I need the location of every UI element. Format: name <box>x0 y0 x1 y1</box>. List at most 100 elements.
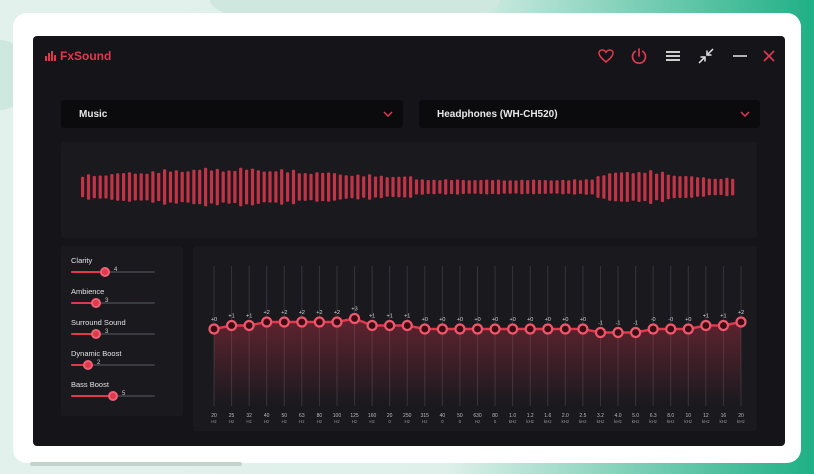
effect-slider-clarity[interactable]: Clarity 4 <box>71 256 181 286</box>
eq-band-knob[interactable] <box>261 316 273 328</box>
eq-band-knob[interactable] <box>366 319 378 332</box>
waveform-bar <box>274 171 278 203</box>
eq-band-knob[interactable] <box>348 312 361 325</box>
effect-slider-ambience[interactable]: Ambience 3 <box>71 287 181 317</box>
waveform-bar <box>151 171 155 203</box>
waveform-bar <box>426 180 430 194</box>
chevron-down-icon <box>383 111 393 117</box>
horizontal-scrollbar[interactable] <box>30 462 242 466</box>
output-device-dropdown[interactable]: Headphones (WH-CH520) <box>419 100 760 128</box>
waveform-bar <box>461 180 465 194</box>
eq-band-knob[interactable] <box>208 323 220 335</box>
sound-bars-icon <box>45 51 56 61</box>
effect-track[interactable] <box>71 267 155 277</box>
effect-track[interactable] <box>71 391 155 401</box>
eq-band-knob[interactable] <box>735 316 747 328</box>
waveform-bar <box>86 174 91 200</box>
preset-dropdown[interactable]: Music <box>61 100 403 128</box>
waveform-bar <box>344 175 348 199</box>
eq-frequency-label: 80 <box>317 413 323 419</box>
waveform-bar <box>502 180 506 194</box>
eq-band-knob[interactable] <box>471 323 484 335</box>
effect-value: 5 <box>122 391 126 397</box>
waveform-bar <box>713 178 717 196</box>
eq-band-knob[interactable] <box>612 326 624 339</box>
effect-knob[interactable] <box>91 329 101 339</box>
eq-band-knob[interactable] <box>524 323 536 335</box>
eq-gain-label: +2 <box>316 310 322 316</box>
waveform-bar <box>731 178 735 196</box>
eq-band-knob[interactable] <box>630 326 642 339</box>
waveform-bar <box>227 170 231 204</box>
eq-band-knob[interactable] <box>225 319 238 332</box>
waveform-bar <box>590 179 594 195</box>
effect-track[interactable] <box>71 329 155 339</box>
eq-gain-label: +0 <box>492 317 498 323</box>
collapse-button[interactable] <box>696 46 716 66</box>
eq-band-knob[interactable] <box>384 319 396 332</box>
effect-value: 3 <box>105 298 109 304</box>
eq-band-knob[interactable] <box>647 323 659 335</box>
effect-slider-dynamic-boost[interactable]: Dynamic Boost 2 <box>71 349 181 379</box>
eq-band-knob[interactable] <box>313 316 326 328</box>
effect-knob[interactable] <box>83 360 93 370</box>
waveform-bar <box>696 177 700 197</box>
eq-band-knob[interactable] <box>401 319 413 332</box>
waveform-bar <box>655 173 659 201</box>
effects-panel: Clarity 4 Ambience 3 Surround Sound 3 Dynamic … <box>61 246 183 416</box>
eq-band-knob[interactable] <box>454 323 466 335</box>
eq-frequency-unit: 0 <box>388 419 391 424</box>
effect-track[interactable] <box>71 298 155 308</box>
eq-band-knob[interactable] <box>296 316 308 328</box>
eq-band-knob[interactable] <box>717 319 730 332</box>
effect-knob[interactable] <box>100 267 110 277</box>
waveform-bar <box>139 173 143 201</box>
effect-knob[interactable] <box>91 298 101 308</box>
waveform-bar <box>116 173 120 201</box>
power-button[interactable] <box>629 46 649 66</box>
eq-frequency-unit: Hz <box>211 419 217 424</box>
eq-band-knob[interactable] <box>542 323 554 335</box>
waveform-visualizer <box>61 142 757 238</box>
effect-track[interactable] <box>71 360 155 370</box>
waveform-bar <box>81 176 85 198</box>
eq-band-knob[interactable] <box>243 319 255 332</box>
eq-gain-label: +2 <box>281 310 287 316</box>
eq-band-knob[interactable] <box>682 323 694 335</box>
eq-band-knob[interactable] <box>700 319 712 332</box>
eq-frequency-unit: kHz <box>737 419 745 424</box>
effect-slider-bass-boost[interactable]: Bass Boost 5 <box>71 380 181 410</box>
eq-band-knob[interactable] <box>489 323 501 335</box>
eq-gain-label: +1 <box>369 314 375 320</box>
waveform-bar <box>473 180 477 194</box>
favorite-button[interactable] <box>596 46 616 66</box>
eq-band-knob[interactable] <box>278 316 290 328</box>
close-button[interactable] <box>759 46 779 66</box>
eq-band-knob[interactable] <box>665 323 677 335</box>
eq-band-knob[interactable] <box>594 326 607 339</box>
waveform-bar <box>104 175 108 199</box>
eq-band-knob[interactable] <box>331 316 343 328</box>
effect-slider-surround-sound[interactable]: Surround Sound 3 <box>71 318 181 348</box>
menu-button[interactable] <box>663 46 683 66</box>
eq-band-knob[interactable] <box>559 323 571 335</box>
eq-band-knob[interactable] <box>577 323 589 335</box>
waveform-bar <box>467 180 471 194</box>
waveform-bar <box>309 173 313 201</box>
app-logo: FxSound <box>45 49 111 63</box>
minimize-button[interactable] <box>730 46 750 66</box>
equalizer: +020Hz+125Hz+132Hz+240Hz+250Hz+263Hz+280… <box>208 266 747 424</box>
eq-band-knob[interactable] <box>436 323 448 335</box>
eq-frequency-unit: 0 <box>441 419 444 424</box>
waveform-bar <box>122 173 126 201</box>
eq-frequency-label: 125 <box>350 413 359 419</box>
waveform-bar <box>163 169 167 205</box>
eq-frequency-unit: kHz <box>684 419 692 424</box>
eq-band-knob[interactable] <box>419 323 431 335</box>
eq-band-knob[interactable] <box>507 323 519 335</box>
effect-knob[interactable] <box>108 391 118 401</box>
waveform-bar <box>543 180 547 194</box>
waveform-bar <box>631 173 635 201</box>
eq-gain-label: +0 <box>422 317 428 323</box>
title-bar[interactable]: FxSound <box>33 36 785 78</box>
